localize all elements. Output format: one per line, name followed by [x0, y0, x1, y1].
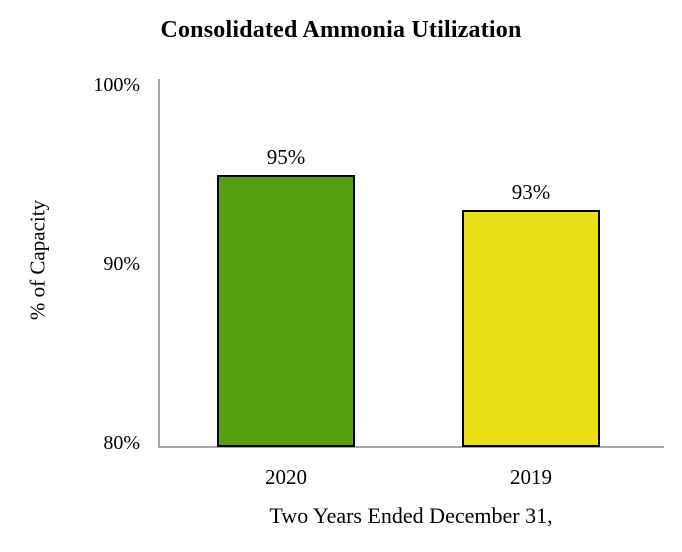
x-axis-title: Two Years Ended December 31, — [269, 503, 553, 528]
x-tick-label-2019: 2019 — [510, 465, 552, 489]
x-tick-label-2020: 2020 — [265, 465, 307, 489]
y-axis-line — [158, 79, 160, 448]
y-tick-label-100: 100% — [93, 74, 140, 96]
bar-value-label-2020: 95% — [266, 144, 306, 169]
y-tick-label-80: 80% — [103, 432, 140, 454]
bar-2019 — [462, 210, 600, 447]
chart-title: Consolidated Ammonia Utilization — [160, 17, 522, 43]
bar-2020 — [217, 174, 355, 447]
bar-value-label-2019: 93% — [511, 180, 551, 205]
x-axis-line — [158, 446, 664, 448]
y-tick-label-90: 90% — [103, 253, 140, 275]
